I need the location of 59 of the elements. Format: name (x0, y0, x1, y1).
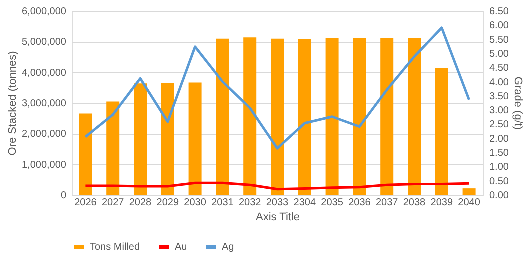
bar (188, 82, 202, 195)
y-tick-label: 6,000,000 (22, 6, 67, 18)
x-tick-label: 2031 (212, 198, 234, 208)
line-series (84, 182, 471, 191)
bar (353, 38, 366, 195)
legend-label: Tons Milled (90, 242, 140, 253)
line-series (84, 26, 471, 150)
y2-tick-label: 2.00 (490, 134, 510, 145)
x-tick-label: 2030 (184, 198, 207, 208)
y2-tick-label: 2.50 (490, 120, 510, 131)
y2-tick-label: 6.00 (490, 20, 510, 32)
y2-tick-label: 1.00 (490, 162, 510, 174)
bar (161, 83, 174, 195)
y2-tick-label: 6.50 (490, 6, 510, 18)
x-tick-label: 2036 (348, 198, 372, 208)
x-tick-label: 2029 (156, 198, 180, 208)
y-tick-label: 4,000,000 (22, 68, 67, 79)
x-tick-label: 2040 (458, 198, 481, 208)
y2-tick-label: 4.50 (490, 63, 510, 74)
bar (106, 102, 120, 195)
x-tick-label: 2032 (238, 198, 262, 208)
x-tick-label: 2033 (266, 198, 290, 208)
bar (380, 38, 394, 195)
y2-tick-label: 0.00 (490, 190, 510, 202)
y2-tick-label: 5.50 (490, 34, 510, 46)
y-tick-label: 5,000,000 (22, 37, 67, 48)
legend-label: Au (175, 242, 188, 253)
y2-tick-label: 1.50 (490, 148, 510, 160)
x-tick-label: 2026 (74, 198, 98, 208)
bar (408, 38, 421, 195)
x-tick-label: 2035 (321, 198, 344, 208)
y-tick-label: 0 (60, 190, 67, 202)
bar (79, 114, 92, 195)
bar (244, 38, 257, 195)
x-tick-label: 2038 (403, 198, 426, 208)
bar (435, 68, 448, 195)
y2-axis-title: Grade (g/t) (512, 76, 524, 130)
x-tick-label: 2028 (129, 198, 152, 208)
y2-tick-label: 3.00 (490, 106, 510, 117)
y2-tick-label: 0.50 (490, 176, 510, 188)
y2-tick-label: 5.00 (490, 48, 510, 60)
x-tick-label: 2304 (294, 198, 316, 208)
x-tick-label: 2027 (102, 198, 125, 208)
bar (326, 38, 339, 195)
y-tick-label: 2,000,000 (22, 129, 67, 140)
x-tick-label: 2037 (376, 198, 399, 208)
x-axis-title: Axis Title (256, 212, 300, 224)
bar (134, 84, 147, 195)
bar (271, 38, 284, 195)
y2-tick-label: 3.50 (490, 91, 510, 102)
y-axis-title: Ore Stacked (tonnes) (7, 51, 20, 156)
bar (216, 38, 230, 195)
x-tick-label: 2039 (430, 198, 454, 208)
legend-label: Ag (222, 242, 234, 253)
y-tick-label: 3,000,000 (22, 98, 67, 110)
y2-tick-label: 4.00 (490, 77, 510, 88)
y-tick-label: 1,000,000 (22, 160, 67, 171)
bar (298, 39, 312, 195)
bar (462, 188, 476, 195)
